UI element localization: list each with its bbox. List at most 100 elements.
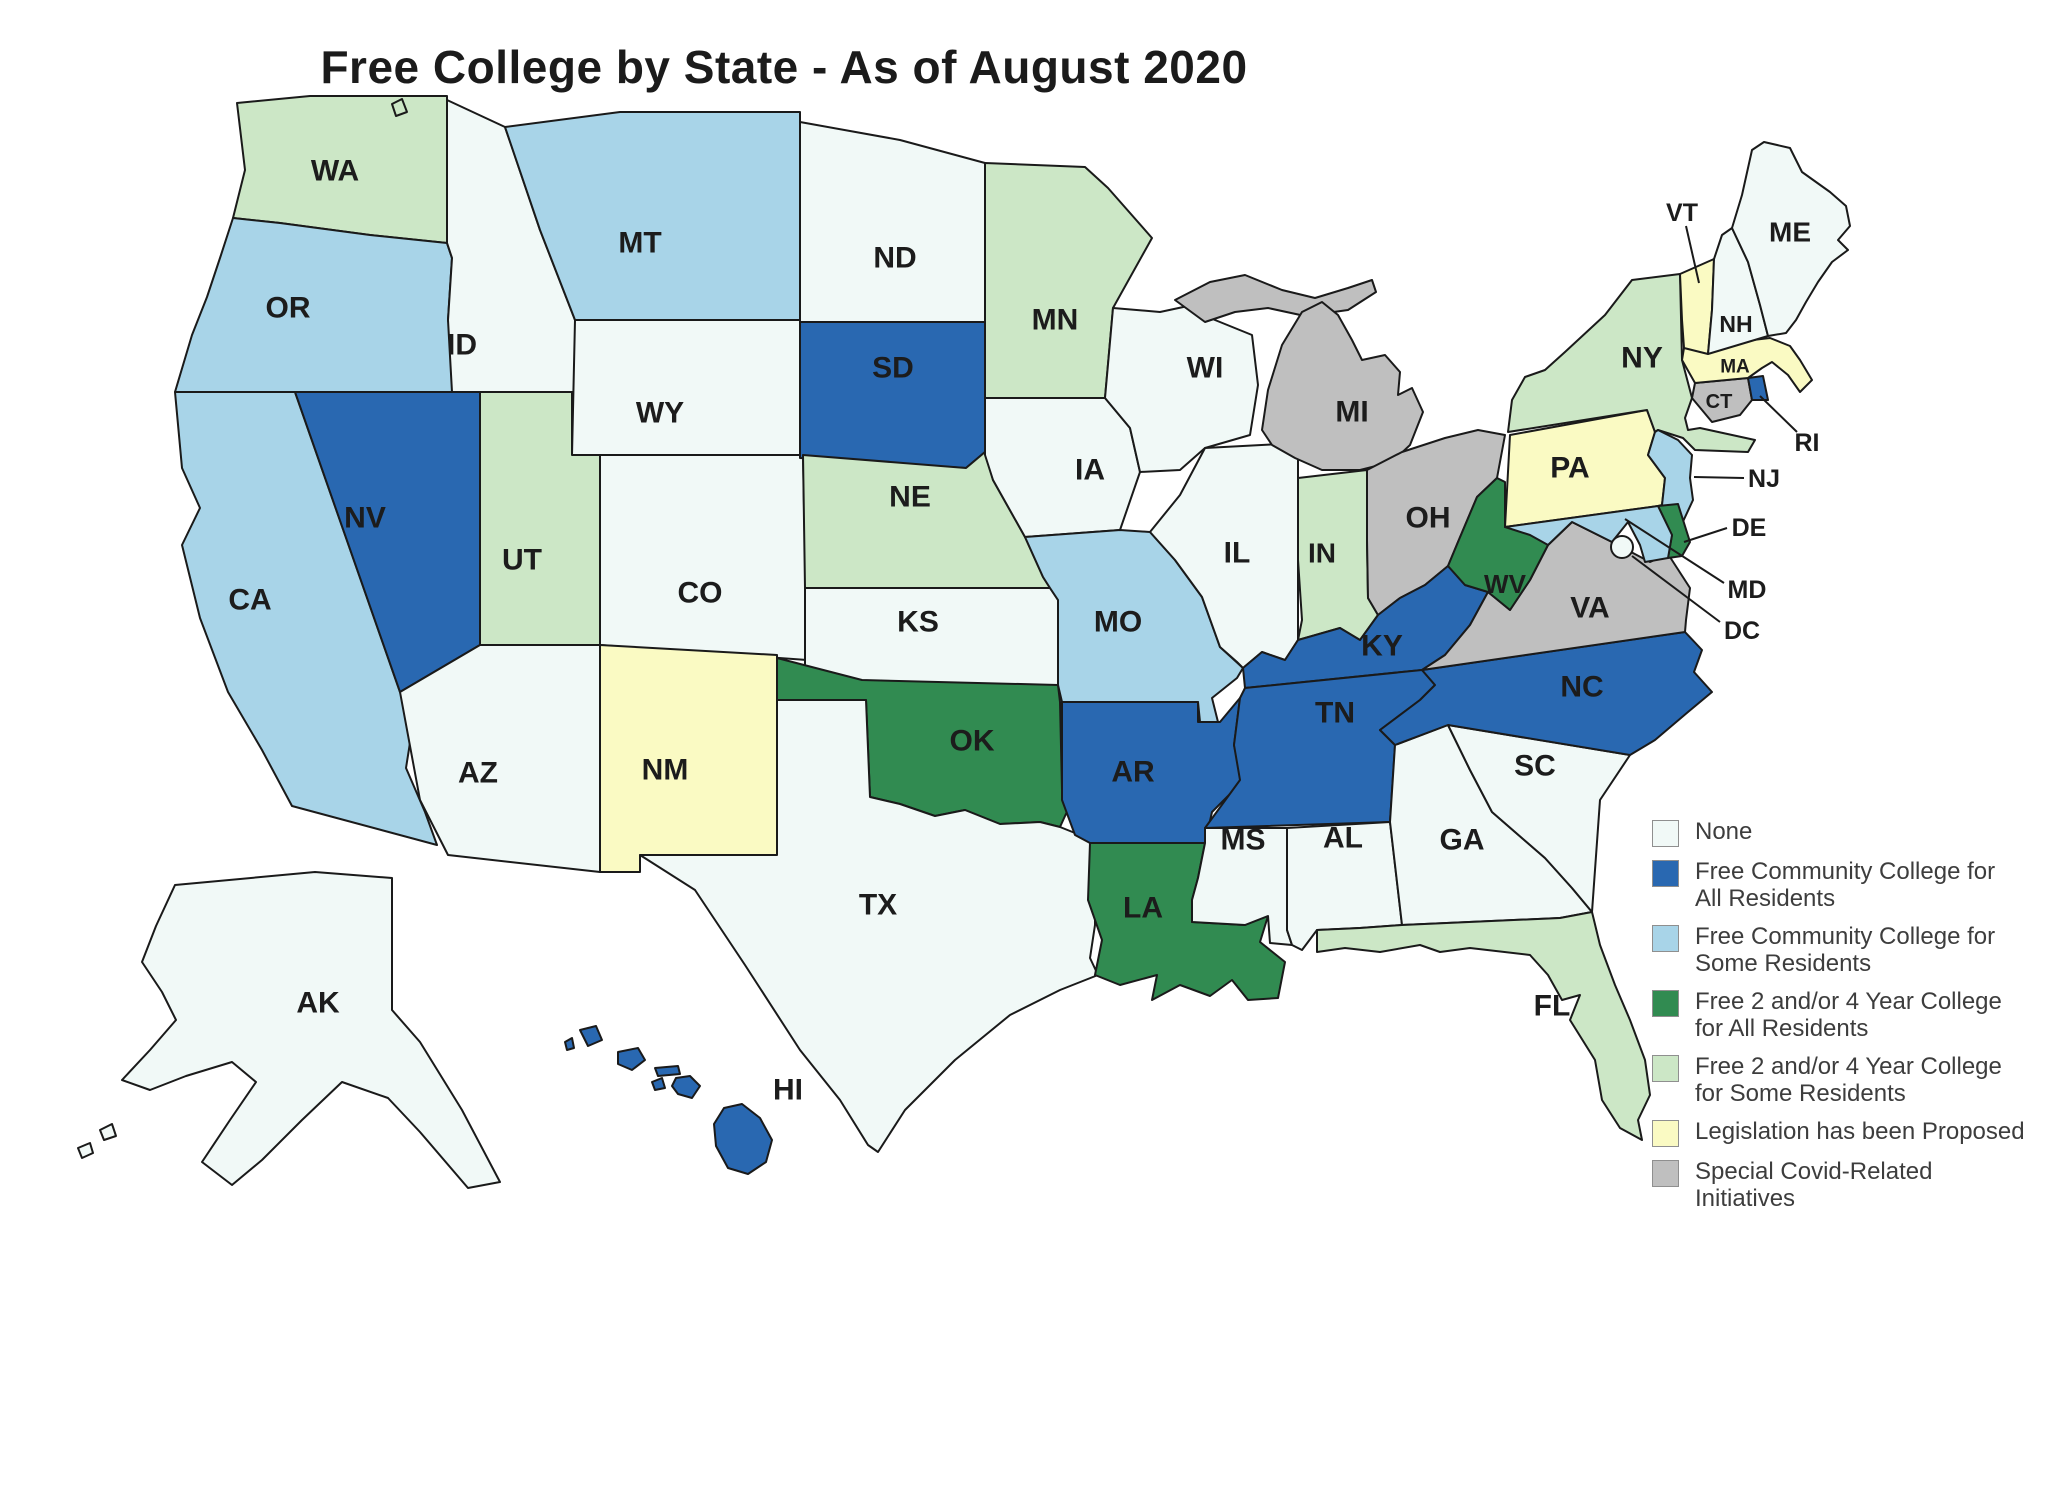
state-IA-label: IA [1075, 454, 1105, 487]
state-MI[interactable] [1261, 301, 1424, 471]
state-NH-label: NH [1719, 311, 1752, 337]
state-ME[interactable] [1731, 141, 1851, 337]
state-ME-label: ME [1769, 217, 1811, 248]
state-ND[interactable] [799, 121, 986, 323]
state-RI[interactable] [1747, 375, 1769, 401]
state-HI[interactable] [617, 1047, 646, 1071]
state-VA-label: VA [1570, 592, 1609, 625]
legend-swatch-covid [1652, 1160, 1679, 1187]
state-HI[interactable] [579, 1025, 603, 1047]
state-UT-label: UT [502, 544, 542, 577]
state-AR-label: AR [1111, 756, 1155, 789]
state-NC-label: NC [1560, 671, 1603, 704]
state-HI-label: HI [773, 1074, 803, 1107]
state-AL-label: AL [1323, 822, 1363, 855]
state-HI[interactable] [713, 1103, 773, 1175]
state-PA-label: PA [1550, 452, 1589, 485]
state-SD-label: SD [872, 352, 914, 385]
legend-swatch-proposed [1652, 1120, 1679, 1147]
legend-swatch-fcc_some [1652, 925, 1679, 952]
state-LA-label: LA [1123, 892, 1163, 925]
state-TN-label: TN [1315, 697, 1355, 730]
state-NV-label: NV [344, 502, 386, 535]
legend-item-covid: Special Covid-Related Initiatives [1652, 1158, 2048, 1212]
state-SC[interactable] [1447, 724, 1631, 913]
state-WA[interactable] [391, 98, 408, 117]
state-VT-label: VT [1666, 199, 1698, 227]
state-HI[interactable] [651, 1077, 666, 1091]
state-CT-label: CT [1706, 391, 1733, 413]
state-VT-leader-line [1685, 225, 1700, 284]
state-MD-leader-line [1624, 518, 1725, 584]
state-WY[interactable] [571, 319, 804, 456]
legend: None Free Community College for All Reside… [1652, 818, 2048, 1223]
state-OR[interactable] [174, 217, 456, 393]
state-NC[interactable] [1379, 631, 1713, 756]
legend-item-none: None [1652, 818, 2048, 847]
legend-swatch-none [1652, 820, 1679, 847]
state-CO[interactable] [599, 454, 808, 661]
state-MI-label: MI [1335, 396, 1368, 429]
legend-label-proposed: Legislation has been Proposed [1695, 1118, 2025, 1145]
state-GA-label: GA [1440, 824, 1485, 857]
state-ID-label: ID [447, 329, 477, 362]
state-MA-label: MA [1720, 357, 1750, 378]
state-NJ-leader-line [1693, 476, 1745, 479]
state-HI[interactable] [654, 1065, 681, 1077]
state-DC-leader-line [1631, 555, 1721, 623]
state-OK-label: OK [950, 725, 995, 758]
legend-label-f24_all: Free 2 and/or 4 Year College for All Resi… [1695, 988, 2002, 1042]
page-title: Free College by State - As of August 202… [320, 41, 1248, 93]
state-TX-label: TX [859, 889, 897, 922]
state-MD[interactable] [1504, 505, 1673, 563]
state-NJ-label: NJ [1748, 465, 1780, 493]
state-IL-label: IL [1224, 537, 1251, 570]
state-MN-label: MN [1032, 304, 1079, 337]
legend-swatch-f24_all [1652, 990, 1679, 1017]
state-WY-label: WY [636, 397, 684, 430]
state-OR-label: OR [266, 292, 311, 325]
state-DC[interactable] [1610, 535, 1634, 559]
state-FL[interactable] [1316, 911, 1651, 1141]
state-MS-label: MS [1221, 824, 1266, 857]
legend-label-fcc_some: Free Community College for Some Residents [1695, 923, 1996, 977]
state-WI-label: WI [1187, 352, 1224, 385]
state-AK-label: AK [296, 987, 340, 1020]
state-AZ-label: AZ [458, 757, 498, 790]
state-KS-label: KS [897, 606, 939, 639]
state-DE-leader-line [1683, 527, 1728, 543]
state-WA-label: WA [311, 155, 359, 188]
state-RI-leader-line [1759, 395, 1798, 433]
legend-item-f24_some: Free 2 and/or 4 Year College for Some Res… [1652, 1053, 2048, 1107]
state-AK[interactable] [121, 871, 501, 1189]
state-CO-label: CO [678, 577, 723, 610]
state-MO-label: MO [1094, 606, 1142, 639]
state-SC-label: SC [1514, 750, 1556, 783]
state-NY[interactable] [1507, 273, 1756, 453]
state-AK[interactable] [77, 1142, 94, 1159]
state-DE-label: DE [1732, 514, 1767, 542]
state-AK[interactable] [99, 1123, 117, 1141]
legend-label-fcc_all: Free Community College for All Residents [1695, 858, 1996, 912]
legend-item-proposed: Legislation has been Proposed [1652, 1118, 2048, 1147]
state-KY-label: KY [1361, 630, 1403, 663]
state-WV-label: WV [1484, 569, 1527, 599]
legend-item-fcc_some: Free Community College for Some Residents [1652, 923, 2048, 977]
state-NE-label: NE [889, 481, 931, 514]
state-OH-label: OH [1406, 502, 1451, 535]
legend-label-none: None [1695, 818, 1753, 845]
state-DC-label: DC [1724, 617, 1760, 645]
state-MD-label: MD [1728, 576, 1767, 604]
state-NM-label: NM [642, 754, 689, 787]
state-MI[interactable] [1174, 274, 1377, 323]
state-HI[interactable] [564, 1037, 575, 1051]
state-SD[interactable] [799, 321, 986, 469]
legend-label-covid: Special Covid-Related Initiatives [1695, 1158, 1933, 1212]
state-NM[interactable] [599, 644, 778, 873]
legend-item-f24_all: Free 2 and/or 4 Year College for All Resi… [1652, 988, 2048, 1042]
state-HI[interactable] [671, 1075, 701, 1099]
state-FL-label: FL [1534, 990, 1571, 1023]
legend-label-f24_some: Free 2 and/or 4 Year College for Some Res… [1695, 1053, 2002, 1107]
